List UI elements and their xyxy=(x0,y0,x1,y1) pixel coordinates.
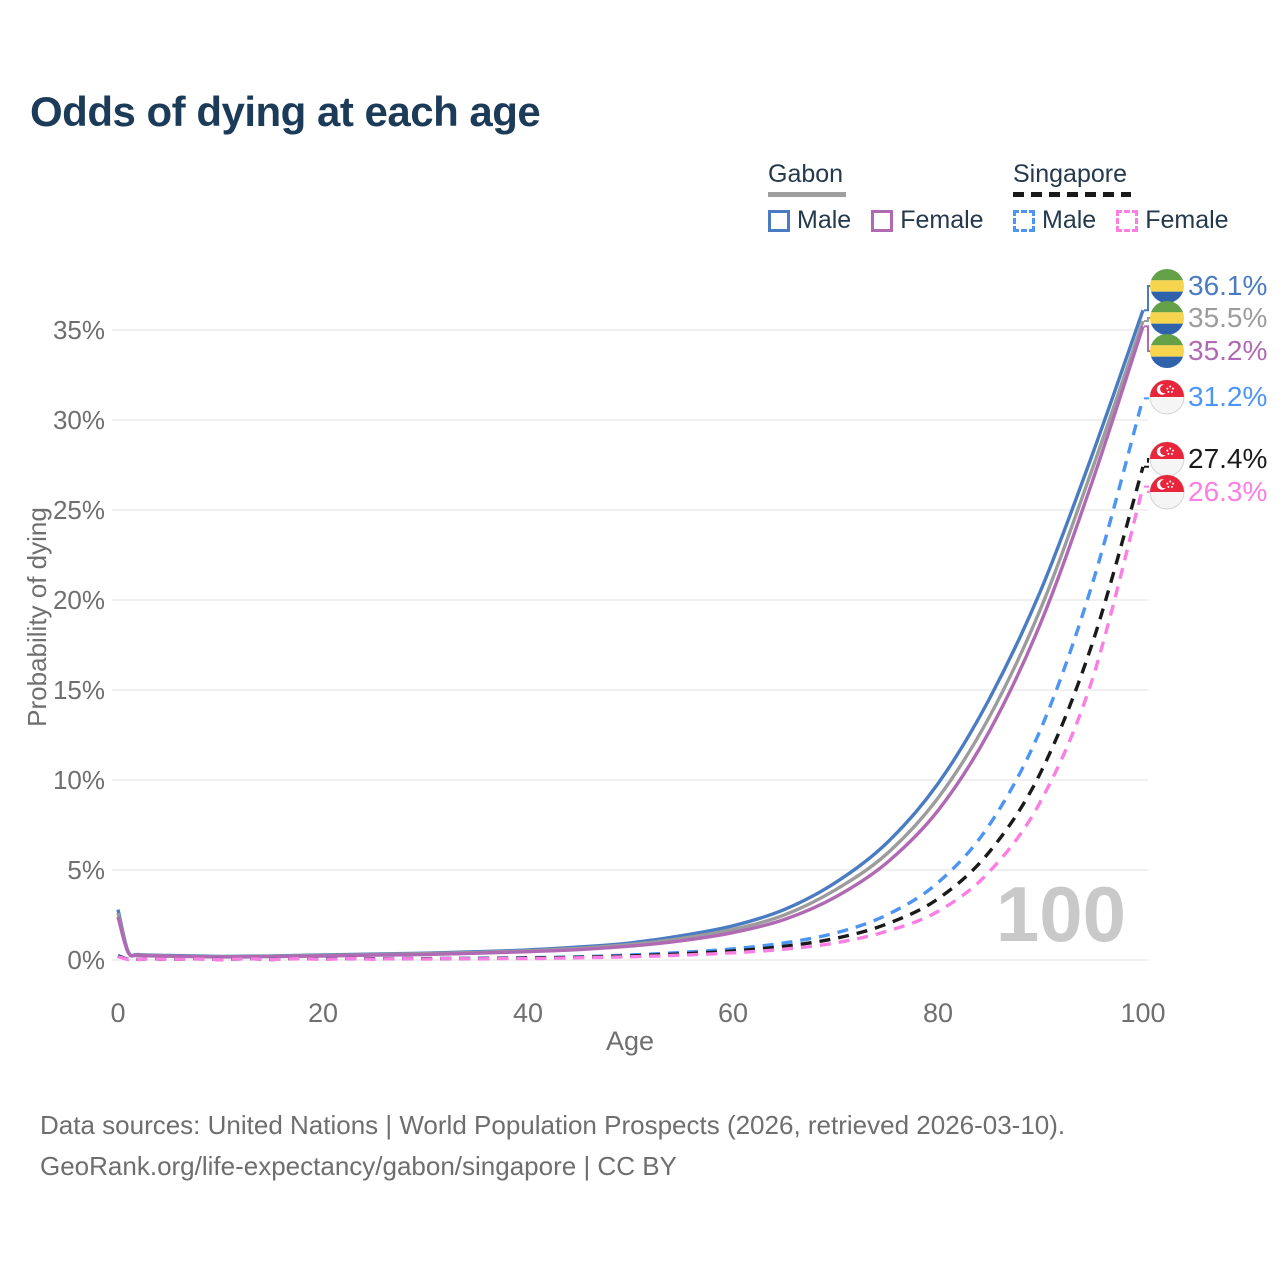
end-value-label-singapore-female: 26.3% xyxy=(1188,476,1267,507)
solid-line-swatch-icon xyxy=(768,209,790,232)
legend-item-singapore-female[interactable]: Female xyxy=(1116,206,1229,235)
singapore-flag-icon xyxy=(1149,379,1185,415)
gabon-flag-icon xyxy=(1150,301,1184,335)
legend-item-label: Female xyxy=(900,206,984,234)
legend-country-gabon[interactable]: Gabon xyxy=(768,160,844,188)
end-flag-gabon xyxy=(1150,301,1184,335)
x-tick-label: 20 xyxy=(308,998,338,1028)
footer: Data sources: United Nations | World Pop… xyxy=(40,1105,1065,1187)
legend-item-gabon-male[interactable]: Male xyxy=(768,206,851,235)
legend-country-singapore[interactable]: Singapore xyxy=(1013,160,1127,188)
curve-singapore-both-sexes[interactable] xyxy=(117,466,1145,962)
x-tick-label: 100 xyxy=(1120,998,1165,1028)
end-label-connector xyxy=(1144,325,1151,352)
end-value-label-singapore-both-sexes: 27.4% xyxy=(1188,443,1267,474)
y-axis-title: Probability of dying xyxy=(22,507,52,727)
legend-item-singapore-male[interactable]: Male xyxy=(1013,206,1096,235)
x-tick-label: 80 xyxy=(923,998,953,1028)
x-tick-label: 0 xyxy=(110,998,125,1028)
singapore-flag-icon xyxy=(1149,441,1185,477)
y-tick-label: 30% xyxy=(53,405,105,435)
x-tick-label: 40 xyxy=(513,998,543,1028)
dashed-line-swatch-icon xyxy=(1013,209,1035,232)
legend-item-gabon-female[interactable]: Female xyxy=(871,206,984,235)
curve-gabon-both-sexes[interactable] xyxy=(116,320,1145,959)
x-tick-label: 60 xyxy=(718,998,748,1028)
curve-gabon-male[interactable] xyxy=(116,309,1145,959)
y-tick-label: 5% xyxy=(67,855,105,885)
end-flag-gabon xyxy=(1150,334,1184,368)
x-axis-title: Age xyxy=(606,1026,654,1056)
y-tick-label: 25% xyxy=(53,495,105,525)
end-value-label-singapore-male: 31.2% xyxy=(1188,381,1267,412)
y-tick-label: 15% xyxy=(53,675,105,705)
end-value-label-gabon-female: 35.2% xyxy=(1188,335,1267,366)
curve-singapore-male[interactable] xyxy=(117,397,1145,962)
age-watermark: 100 xyxy=(996,870,1126,958)
end-label-connector xyxy=(1144,317,1151,322)
end-flag-singapore xyxy=(1149,441,1185,477)
footer-attribution-link[interactable]: GeoRank.org/life-expectancy/gabon/singap… xyxy=(40,1151,677,1181)
legend-item-label: Female xyxy=(1145,206,1229,234)
end-label-connector xyxy=(1144,458,1151,468)
singapore-flag-icon xyxy=(1149,474,1185,510)
legend-group-singapore: Singapore Male Female xyxy=(1013,160,1229,235)
page-title: Odds of dying at each age xyxy=(30,88,541,135)
end-label-connector xyxy=(1144,396,1151,400)
curve-gabon-female[interactable] xyxy=(116,325,1145,959)
footer-data-sources: Data sources: United Nations | World Pop… xyxy=(40,1110,1066,1140)
legend-item-label: Male xyxy=(797,206,852,234)
legend-group-gabon: Gabon Male Female xyxy=(768,160,984,235)
end-value-label-gabon-both-sexes: 35.5% xyxy=(1188,302,1267,333)
end-flag-singapore xyxy=(1149,474,1185,510)
gridlines xyxy=(112,329,1148,961)
gabon-flag-icon xyxy=(1150,334,1184,368)
y-tick-label: 35% xyxy=(53,315,105,345)
dashed-line-swatch-icon xyxy=(1116,209,1139,232)
legend-underline-gabon-solid-line-icon xyxy=(768,192,846,197)
y-tick-label: 10% xyxy=(53,765,105,795)
solid-line-swatch-icon xyxy=(871,209,894,232)
y-tick-label: 20% xyxy=(53,585,105,615)
end-flag-gabon xyxy=(1150,269,1184,303)
end-value-label-gabon-male: 36.1% xyxy=(1188,270,1267,301)
legend-underline-singapore-dashed-line-icon xyxy=(1013,192,1131,197)
end-label-connector xyxy=(1144,285,1151,312)
legend-item-label: Male xyxy=(1042,206,1097,234)
curve-singapore-female[interactable] xyxy=(117,486,1145,962)
gabon-flag-icon xyxy=(1150,269,1184,303)
end-flag-singapore xyxy=(1149,379,1185,415)
y-tick-label: 0% xyxy=(67,945,105,975)
